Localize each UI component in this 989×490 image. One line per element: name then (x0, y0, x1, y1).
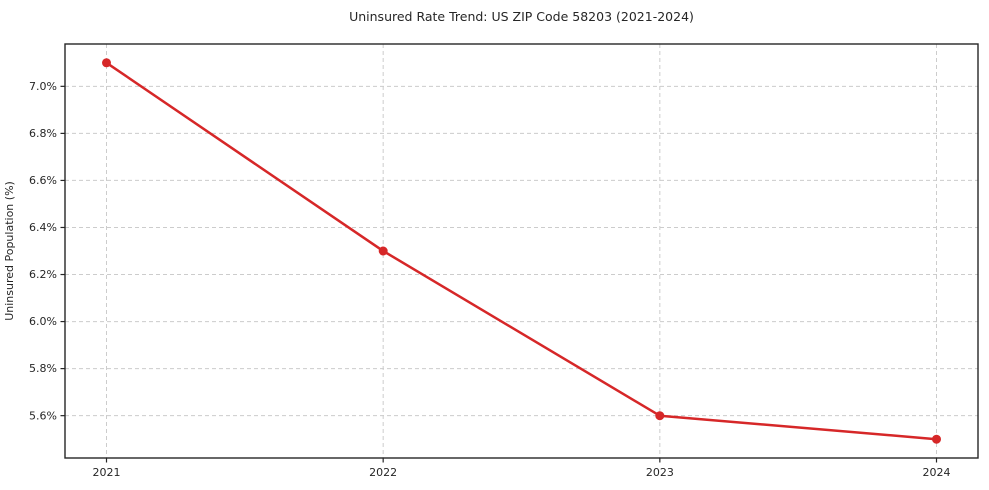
plot-border (64, 43, 979, 459)
gridlines (65, 44, 978, 458)
y-tick-label: 6.4% (29, 221, 57, 234)
y-tick-label: 6.6% (29, 174, 57, 187)
chart-title: Uninsured Rate Trend: US ZIP Code 58203 … (349, 9, 694, 24)
y-tick-label: 5.6% (29, 409, 57, 422)
data-point-marker (378, 246, 388, 256)
y-tick-label: 5.8% (29, 362, 57, 375)
data-point-marker (932, 434, 941, 444)
data-point-marker (655, 411, 665, 421)
trend-line (105, 61, 938, 441)
axes: 5.6% 5.8% 6.0% 6.2% 6.4% 6.6% 6.8% 7.0% 2021 2022… (29, 43, 979, 479)
x-tick-label: 2023 (646, 466, 674, 479)
y-axis-label: Uninsured Population (%) (3, 181, 16, 321)
x-tick-label: 2022 (369, 466, 397, 479)
data-point-marker (102, 58, 111, 68)
y-tick-label: 6.8% (29, 127, 57, 140)
data-series (102, 58, 941, 444)
y-tick-label: 6.0% (29, 315, 57, 328)
y-tick-label: 7.0% (29, 80, 57, 93)
y-tick-label: 6.2% (29, 268, 57, 281)
x-tick-label: 2021 (93, 466, 121, 479)
x-tick-label: 2024 (923, 466, 951, 479)
